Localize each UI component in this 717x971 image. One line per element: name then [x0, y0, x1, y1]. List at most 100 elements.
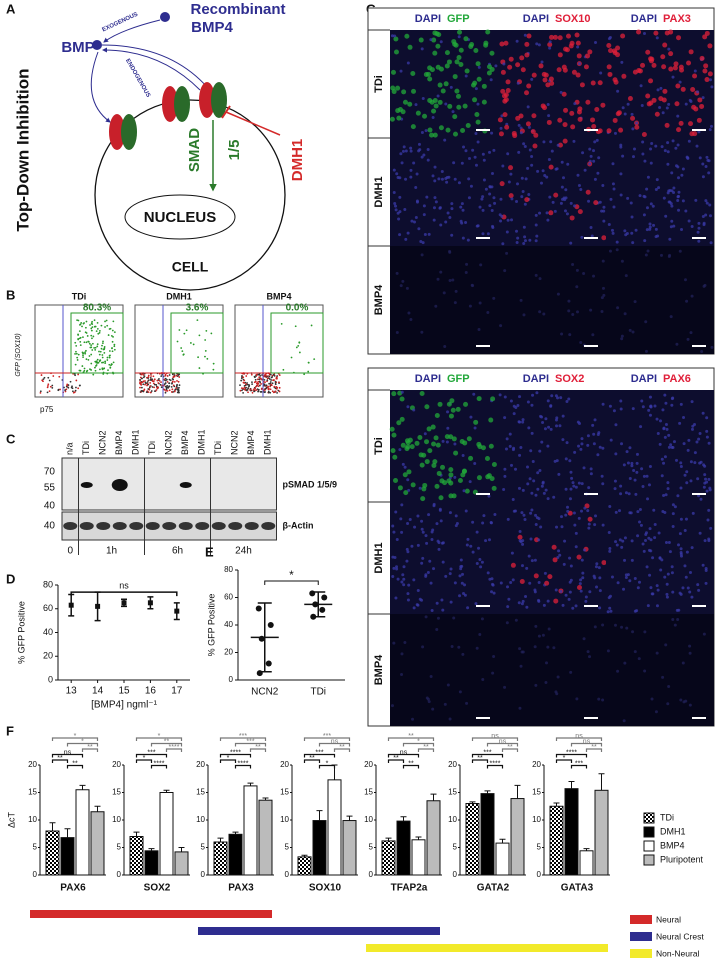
speckle — [465, 701, 469, 705]
speckle — [474, 112, 480, 118]
bracket — [318, 742, 351, 747]
speckle — [595, 562, 599, 566]
lane-label: NCN2 — [230, 430, 240, 455]
speckle — [491, 224, 495, 228]
event-dot — [93, 347, 96, 349]
bar — [549, 805, 564, 876]
gate — [70, 312, 124, 374]
event-dot — [87, 340, 90, 343]
speckle — [400, 530, 404, 534]
legend-swatch — [643, 854, 655, 866]
speckle — [562, 196, 566, 200]
speckle — [530, 508, 534, 512]
event-dot — [84, 352, 87, 355]
speckle — [681, 199, 685, 203]
speckle — [608, 404, 612, 408]
bracket — [471, 753, 504, 758]
bracket — [471, 759, 489, 763]
speckle — [464, 220, 468, 224]
speckle — [523, 239, 527, 243]
bar — [258, 799, 273, 876]
speckle — [619, 172, 623, 176]
speckle — [540, 440, 544, 444]
event-dot — [307, 361, 310, 364]
speckle — [477, 444, 483, 450]
speckle — [516, 182, 520, 186]
legend-label: Neural Crest — [656, 931, 704, 941]
speckle — [573, 204, 577, 208]
image — [498, 246, 606, 354]
speckle — [524, 52, 530, 58]
speckle — [591, 123, 597, 129]
speckle — [632, 469, 636, 473]
event-dot — [91, 342, 94, 345]
speckle — [649, 538, 653, 542]
speckle — [671, 512, 675, 516]
speckle — [675, 608, 679, 612]
event-dot — [142, 383, 145, 386]
speckle — [609, 197, 613, 201]
speckle — [444, 574, 448, 578]
speckle — [684, 209, 688, 213]
speckle — [512, 509, 516, 513]
speckle — [456, 104, 462, 110]
speckle — [645, 187, 649, 191]
speckle — [544, 680, 548, 684]
speckle — [521, 542, 525, 546]
speckle — [642, 213, 646, 217]
speckle — [400, 390, 404, 394]
speckle — [439, 478, 445, 484]
speckle — [679, 698, 683, 702]
bracket — [333, 748, 351, 752]
speckle — [557, 52, 563, 58]
speckle — [546, 497, 550, 501]
speckle — [535, 391, 539, 395]
speckle — [432, 50, 438, 56]
error-bar — [469, 801, 476, 804]
event-dot — [108, 355, 111, 357]
significance: **** — [169, 744, 180, 751]
event-dot — [160, 381, 162, 384]
speckle — [434, 200, 438, 204]
speckle — [524, 595, 528, 599]
speckle — [621, 106, 625, 110]
speckle — [422, 204, 426, 208]
event-dot — [273, 385, 276, 388]
speckle — [475, 530, 479, 534]
speckle — [427, 448, 433, 454]
bracket — [70, 591, 178, 597]
legend-swatch — [630, 915, 652, 924]
speckle — [510, 562, 516, 568]
speckle — [710, 85, 714, 89]
speckle — [404, 237, 408, 241]
event-dot — [250, 373, 253, 376]
speckle — [620, 337, 624, 341]
event-dot — [99, 368, 101, 371]
speckle — [592, 149, 596, 153]
speckle — [609, 609, 613, 613]
speckle — [432, 97, 438, 103]
speckle — [505, 251, 509, 255]
lineage-bar — [30, 910, 272, 918]
bracket — [51, 759, 69, 763]
speckle — [652, 508, 656, 512]
speckle — [707, 441, 711, 445]
bracket — [402, 742, 435, 747]
speckle — [517, 123, 521, 127]
speckle — [664, 541, 668, 545]
speckle — [601, 184, 605, 188]
event-dot — [51, 384, 54, 387]
speckle — [416, 543, 420, 547]
speckle — [546, 102, 550, 106]
speckle — [523, 517, 527, 521]
event-dot — [178, 386, 180, 389]
speckle — [541, 480, 545, 484]
event-dot — [282, 368, 285, 371]
speckle — [531, 459, 535, 463]
speckle — [583, 548, 587, 552]
speckle — [586, 443, 590, 447]
speckle — [666, 162, 670, 166]
event-dot — [98, 331, 101, 334]
speckle — [702, 34, 708, 40]
speckle — [654, 187, 658, 191]
